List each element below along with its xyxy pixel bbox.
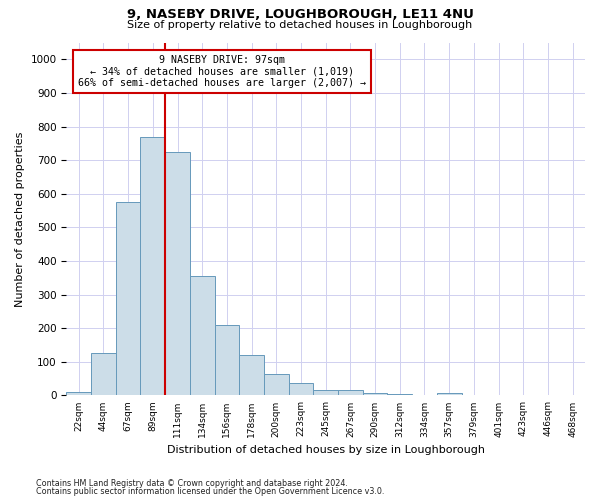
Bar — [91, 354, 116, 396]
Bar — [338, 390, 363, 396]
Bar — [239, 355, 264, 396]
Bar — [437, 392, 461, 396]
Bar — [313, 390, 338, 396]
Bar — [67, 392, 91, 396]
Bar — [363, 392, 388, 396]
Bar — [215, 325, 239, 396]
Text: 9 NASEBY DRIVE: 97sqm
← 34% of detached houses are smaller (1,019)
66% of semi-d: 9 NASEBY DRIVE: 97sqm ← 34% of detached … — [78, 55, 366, 88]
Bar — [289, 382, 313, 396]
X-axis label: Distribution of detached houses by size in Loughborough: Distribution of detached houses by size … — [167, 445, 485, 455]
Bar — [190, 276, 215, 396]
Text: Size of property relative to detached houses in Loughborough: Size of property relative to detached ho… — [127, 20, 473, 30]
Bar — [388, 394, 412, 396]
Bar — [264, 374, 289, 396]
Bar — [165, 152, 190, 396]
Bar — [140, 136, 165, 396]
Text: Contains public sector information licensed under the Open Government Licence v3: Contains public sector information licen… — [36, 487, 385, 496]
Text: 9, NASEBY DRIVE, LOUGHBOROUGH, LE11 4NU: 9, NASEBY DRIVE, LOUGHBOROUGH, LE11 4NU — [127, 8, 473, 20]
Y-axis label: Number of detached properties: Number of detached properties — [15, 132, 25, 306]
Text: Contains HM Land Registry data © Crown copyright and database right 2024.: Contains HM Land Registry data © Crown c… — [36, 478, 348, 488]
Bar — [116, 202, 140, 396]
